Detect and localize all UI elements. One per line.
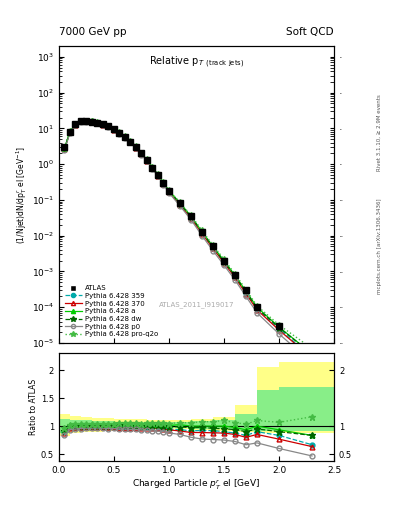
Legend: ATLAS, Pythia 6.428 359, Pythia 6.428 370, Pythia 6.428 a, Pythia 6.428 dw, Pyth: ATLAS, Pythia 6.428 359, Pythia 6.428 37… (62, 283, 160, 339)
Text: Rivet 3.1.10, ≥ 2.9M events: Rivet 3.1.10, ≥ 2.9M events (377, 95, 382, 172)
Text: Relative p$_{T}$ $_{\mathrm{(track\ jets)}}$: Relative p$_{T}$ $_{\mathrm{(track\ jets… (149, 55, 244, 70)
X-axis label: Charged Particle $p^{r}_{T}$ el [GeV]: Charged Particle $p^{r}_{T}$ el [GeV] (132, 477, 261, 492)
Text: 7000 GeV pp: 7000 GeV pp (59, 27, 127, 37)
Text: ATLAS_2011_I919017: ATLAS_2011_I919017 (159, 301, 234, 308)
Y-axis label: (1/Njet)dN/dp$^{r}_{T}$ el [GeV$^{-1}$]: (1/Njet)dN/dp$^{r}_{T}$ el [GeV$^{-1}$] (14, 145, 29, 244)
Y-axis label: Ratio to ATLAS: Ratio to ATLAS (29, 379, 38, 435)
Text: Soft QCD: Soft QCD (286, 27, 334, 37)
Text: mcplots.cern.ch [arXiv:1306.3436]: mcplots.cern.ch [arXiv:1306.3436] (377, 198, 382, 293)
